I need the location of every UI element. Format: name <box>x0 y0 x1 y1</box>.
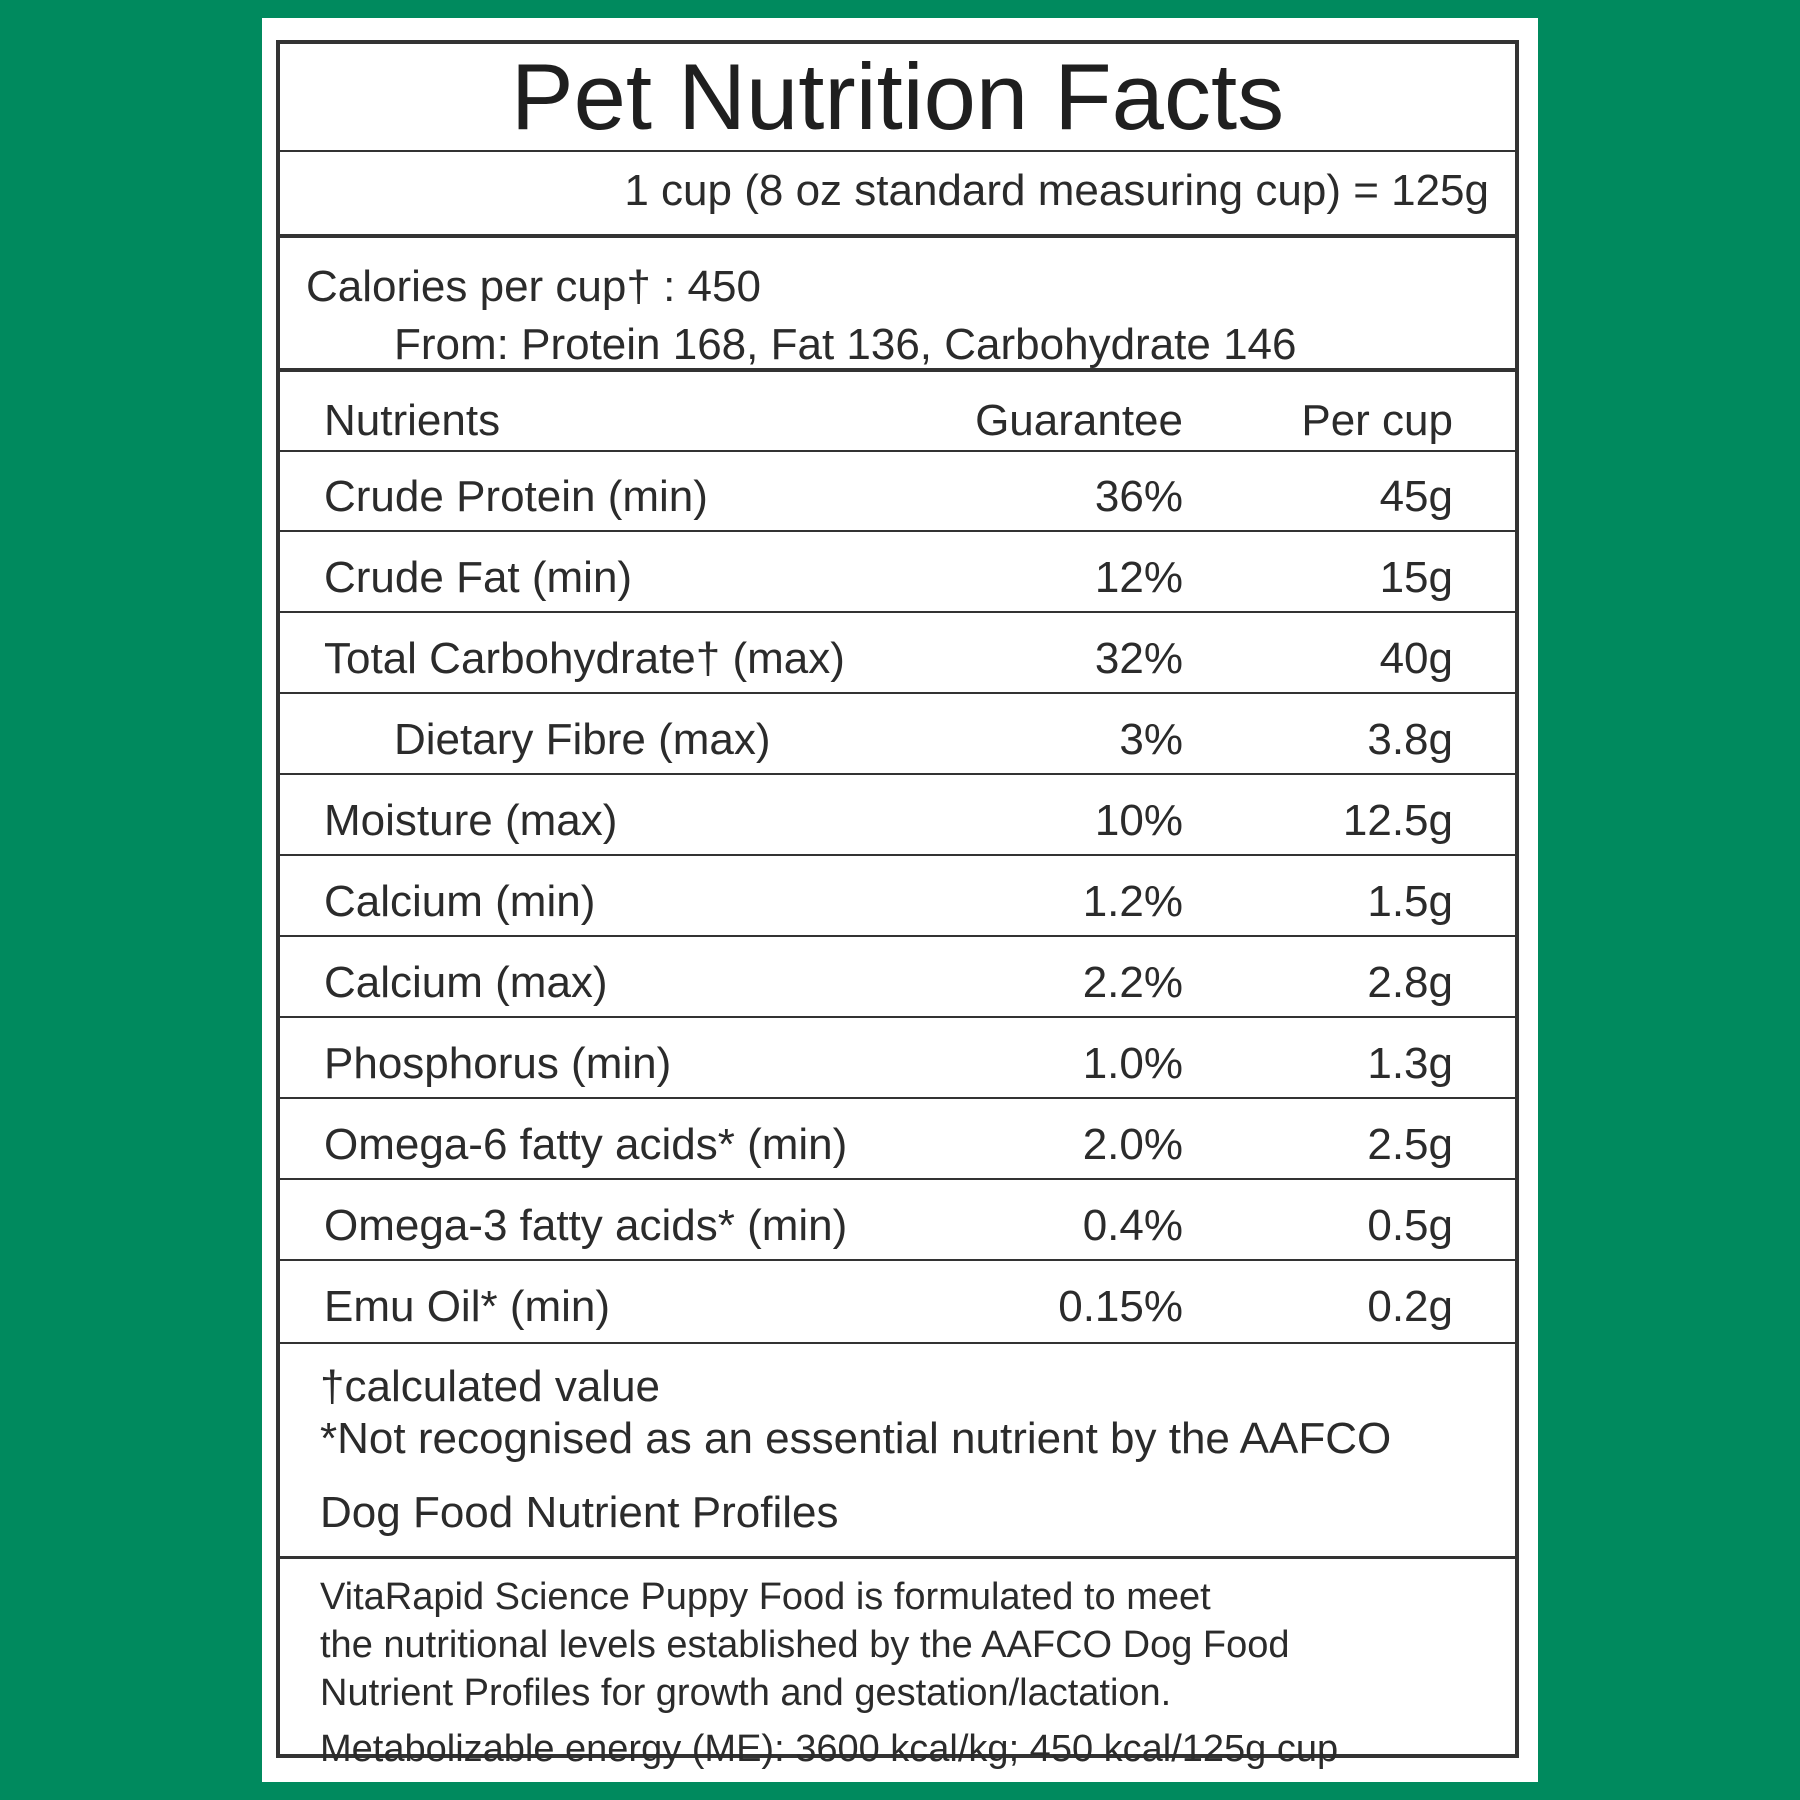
nutrient-name: Phosphorus (min) <box>324 1039 672 1088</box>
header-guarantee: Guarantee <box>975 396 1183 445</box>
nutrient-name: Omega-6 fatty acids* (min) <box>324 1120 848 1169</box>
nutrition-facts-panel: Pet Nutrition Facts 1 cup (8 oz standard… <box>276 40 1519 1770</box>
nutrient-name: Calcium (min) <box>324 877 596 926</box>
nutrient-per-cup: 0.2g <box>1367 1282 1453 1331</box>
nutrient-per-cup: 12.5g <box>1342 796 1453 845</box>
nutrient-per-cup: 1.5g <box>1367 877 1453 926</box>
nutrient-guarantee: 0.15% <box>1058 1282 1183 1331</box>
nutrient-guarantee: 1.0% <box>1082 1039 1183 1088</box>
footnote-not-recognised: *Not recognised as an essential nutrient… <box>320 1414 1392 1463</box>
footnote-calculated: †calculated value <box>320 1362 661 1411</box>
nutrient-per-cup: 1.3g <box>1367 1039 1453 1088</box>
divider-table-end <box>280 1342 1515 1344</box>
nutrient-name: Calcium (max) <box>324 958 608 1007</box>
row-divider <box>280 1097 1515 1099</box>
header-per-cup: Per cup <box>1301 396 1453 445</box>
divider-title <box>280 150 1515 152</box>
nutrient-per-cup: 2.5g <box>1367 1120 1453 1169</box>
nutrient-name: Crude Fat (min) <box>324 553 633 602</box>
divider-serving <box>280 234 1515 238</box>
row-divider <box>280 611 1515 613</box>
nutrient-name: Moisture (max) <box>324 796 618 845</box>
statement-line-2: the nutritional levels established by th… <box>320 1624 1290 1666</box>
nutrient-per-cup: 45g <box>1379 472 1453 521</box>
row-divider <box>280 692 1515 694</box>
nutrient-guarantee: 12% <box>1094 553 1183 602</box>
row-divider <box>280 935 1515 937</box>
nutrient-per-cup: 2.8g <box>1367 958 1453 1007</box>
metabolizable-energy: Metabolizable energy (ME): 3600 kcal/kg;… <box>320 1728 1339 1770</box>
nutrient-per-cup: 15g <box>1379 553 1453 602</box>
nutrient-per-cup: 0.5g <box>1367 1201 1453 1250</box>
calories-breakdown: From: Protein 168, Fat 136, Carbohydrate… <box>394 320 1297 369</box>
row-divider <box>280 773 1515 775</box>
calories-per-cup: Calories per cup† : 450 <box>306 262 761 311</box>
nutrition-label-card: Pet Nutrition Facts 1 cup (8 oz standard… <box>262 18 1538 1782</box>
nutrient-guarantee: 32% <box>1094 634 1183 683</box>
nutrient-guarantee: 10% <box>1094 796 1183 845</box>
nutrient-per-cup: 3.8g <box>1367 715 1453 764</box>
nutrient-name: Emu Oil* (min) <box>324 1282 611 1331</box>
statement-line-1: VitaRapid Science Puppy Food is formulat… <box>320 1576 1211 1618</box>
nutrient-guarantee: 0.4% <box>1082 1201 1183 1250</box>
divider-calories <box>280 368 1515 372</box>
row-divider <box>280 854 1515 856</box>
row-divider <box>280 1178 1515 1180</box>
nutrient-guarantee: 2.0% <box>1082 1120 1183 1169</box>
row-divider <box>280 1259 1515 1261</box>
divider-footnotes <box>280 1556 1515 1559</box>
serving-size: 1 cup (8 oz standard measuring cup) = 12… <box>624 166 1489 215</box>
nutrient-guarantee: 2.2% <box>1082 958 1183 1007</box>
nutrient-guarantee: 36% <box>1094 472 1183 521</box>
nutrient-name: Crude Protein (min) <box>324 472 708 521</box>
header-nutrients: Nutrients <box>324 396 501 445</box>
nutrient-guarantee: 1.2% <box>1082 877 1183 926</box>
nutrient-name: Dietary Fibre (max) <box>394 715 771 764</box>
nutrient-name: Total Carbohydrate† (max) <box>324 634 845 683</box>
label-title: Pet Nutrition Facts <box>510 44 1285 149</box>
nutrient-per-cup: 40g <box>1379 634 1453 683</box>
divider-header <box>280 450 1515 452</box>
row-divider <box>280 530 1515 532</box>
nutrient-guarantee: 3% <box>1119 715 1183 764</box>
nutrient-name: Omega-3 fatty acids* (min) <box>324 1201 848 1250</box>
row-divider <box>280 1016 1515 1018</box>
footnote-profiles: Dog Food Nutrient Profiles <box>320 1488 839 1537</box>
statement-line-3: Nutrient Profiles for growth and gestati… <box>320 1672 1172 1714</box>
